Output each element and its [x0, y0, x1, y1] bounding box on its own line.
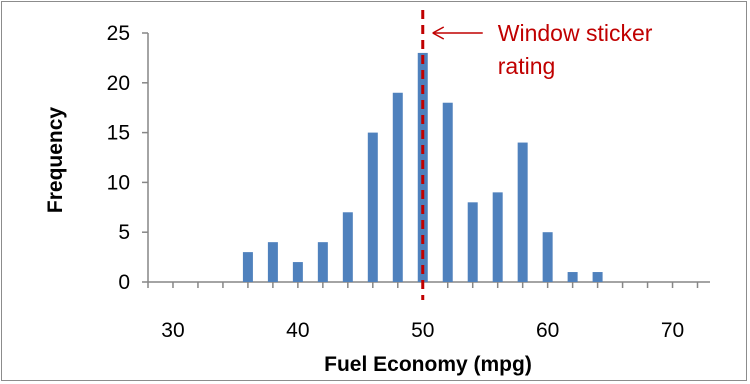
y-axis-title: Frequency	[44, 107, 67, 214]
x-axis: 30 40 50 60 70	[147, 281, 710, 342]
y-axis: 0 5 10 15 20 25	[107, 22, 149, 294]
x-tick-label: 40	[286, 319, 309, 342]
histogram-bar	[467, 202, 478, 282]
annotation-label: Window sticker	[498, 20, 653, 46]
y-tick-label: 5	[118, 221, 130, 244]
y-tick-label: 25	[107, 22, 130, 45]
histogram-bar	[442, 102, 453, 282]
histogram-bar	[242, 252, 253, 282]
x-tick-label: 60	[536, 319, 559, 342]
histogram-bar	[567, 272, 578, 282]
x-tick-label: 70	[661, 319, 684, 342]
histogram-bar	[542, 232, 553, 282]
annotation-label: rating	[498, 53, 556, 79]
histogram-bar	[517, 142, 528, 282]
histogram-bar	[592, 272, 603, 282]
y-tick-label: 15	[107, 122, 130, 145]
histogram-bar	[367, 132, 378, 282]
x-tick-label: 30	[161, 319, 184, 342]
y-tick-label: 0	[118, 271, 130, 294]
reference-line-group: Window sticker rating	[421, 10, 653, 300]
histogram-bar	[317, 242, 328, 282]
histogram-bar	[492, 192, 503, 282]
y-tick-label: 20	[107, 72, 130, 95]
histogram-bar	[292, 262, 303, 282]
y-tick-label: 10	[107, 171, 130, 194]
histogram-bar	[342, 212, 353, 282]
x-axis-title: Fuel Economy (mpg)	[324, 353, 532, 376]
x-tick-label: 50	[411, 319, 434, 342]
annotation-arrow-head	[432, 26, 445, 40]
histogram-bar	[267, 242, 278, 282]
histogram-bar	[392, 92, 403, 282]
